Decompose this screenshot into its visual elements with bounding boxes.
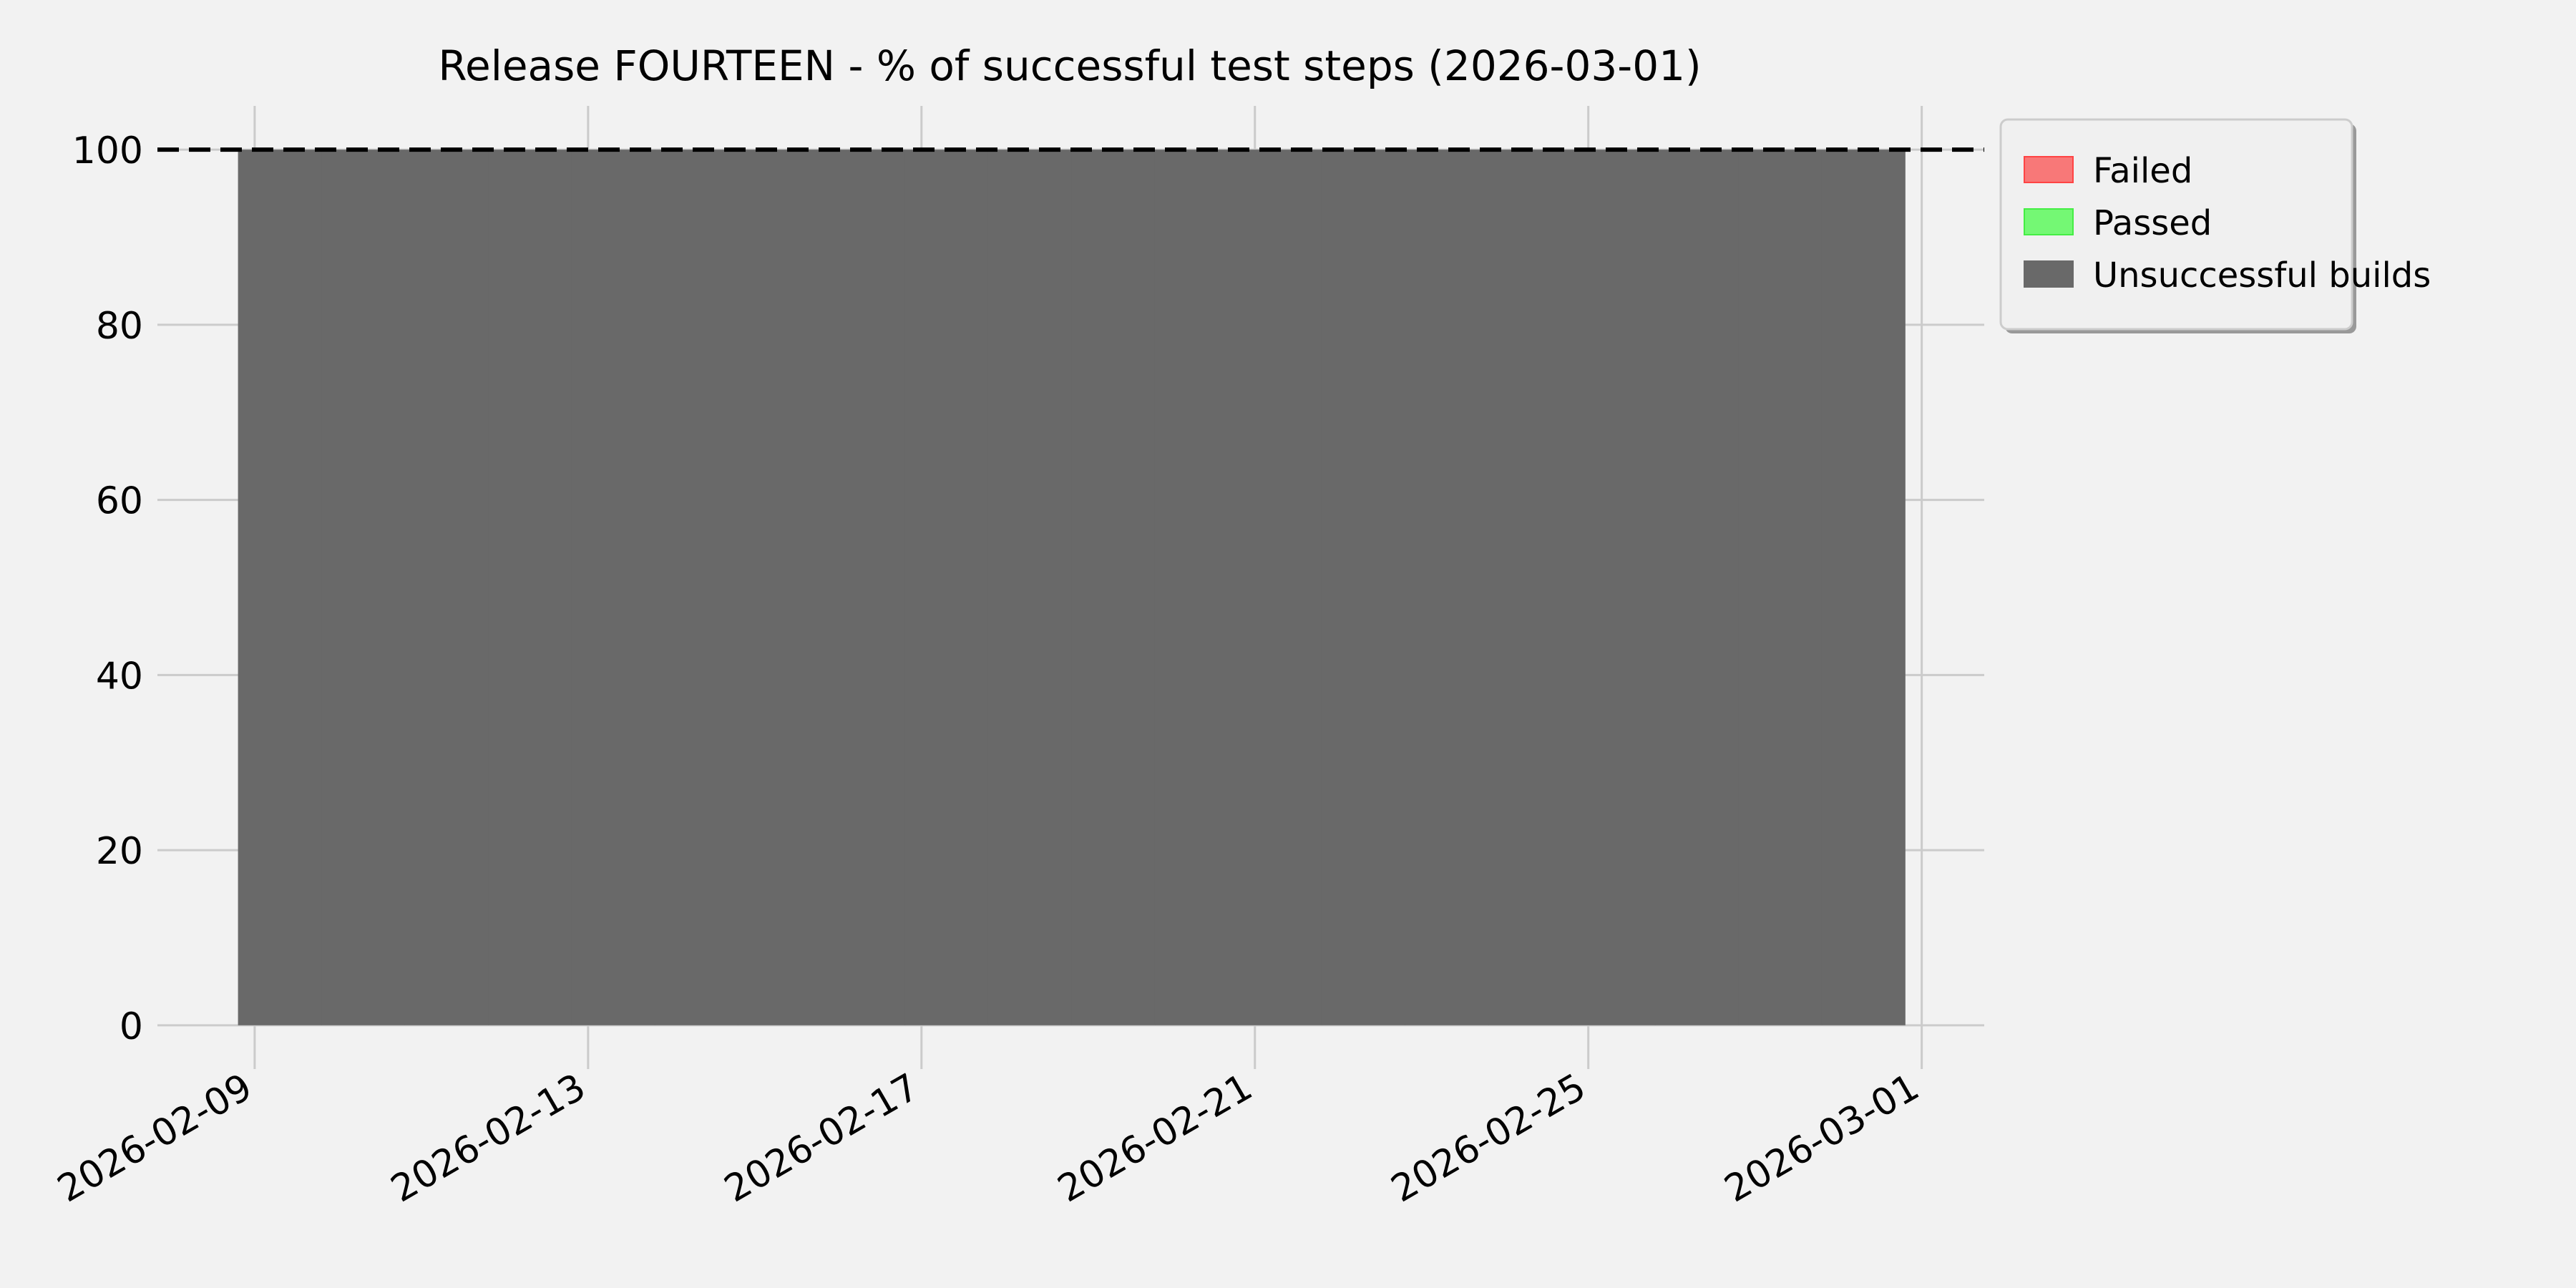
bar-unsuccessful-builds [321,150,406,1025]
bar-unsuccessful-builds [1405,150,1489,1025]
bar-unsuccessful-builds [404,150,489,1025]
y-tick-label: 0 [119,1005,143,1048]
y-axis-ticks: 0 20 40 60 80 100 [72,130,143,1048]
legend-swatch-unsuccessful-builds [2024,260,2074,288]
bar-unsuccessful-builds [1321,150,1405,1025]
legend-swatch-passed [2024,208,2074,235]
bar-unsuccessful-builds [1071,150,1156,1025]
legend-swatch-failed [2024,156,2074,183]
bar-unsuccessful-builds [488,150,572,1025]
bar-unsuccessful-builds [1154,150,1239,1025]
bar-unsuccessful-builds [1238,150,1322,1025]
bar-unsuccessful-builds [1654,150,1739,1025]
bar-unsuccessful-builds [904,150,989,1025]
legend: Failed Passed Unsuccessful builds [1999,118,2431,333]
bar-unsuccessful-builds [987,150,1072,1025]
bars [238,150,1906,1025]
bar-unsuccessful-builds [238,150,322,1025]
legend-label: Failed [2093,151,2192,191]
bar-unsuccessful-builds [1738,150,1823,1025]
y-tick-label: 40 [96,655,143,698]
bar-unsuccessful-builds [821,150,905,1025]
y-tick-label: 80 [96,305,143,348]
bar-unsuccessful-builds [1821,150,1906,1025]
bar-unsuccessful-builds [655,150,739,1025]
bar-unsuccessful-builds [738,150,822,1025]
legend-label: Passed [2093,203,2212,243]
y-tick-label: 100 [72,130,143,172]
legend-label: Unsuccessful builds [2093,255,2431,296]
y-tick-label: 60 [96,480,143,523]
y-tick-label: 20 [96,830,143,873]
bar-unsuccessful-builds [1488,150,1572,1025]
bar-unsuccessful-builds [571,150,655,1025]
legend-box [1999,118,2353,331]
chart-title: Release FOURTEEN - % of successful test … [438,42,1701,90]
bar-unsuccessful-builds [1571,150,1656,1025]
